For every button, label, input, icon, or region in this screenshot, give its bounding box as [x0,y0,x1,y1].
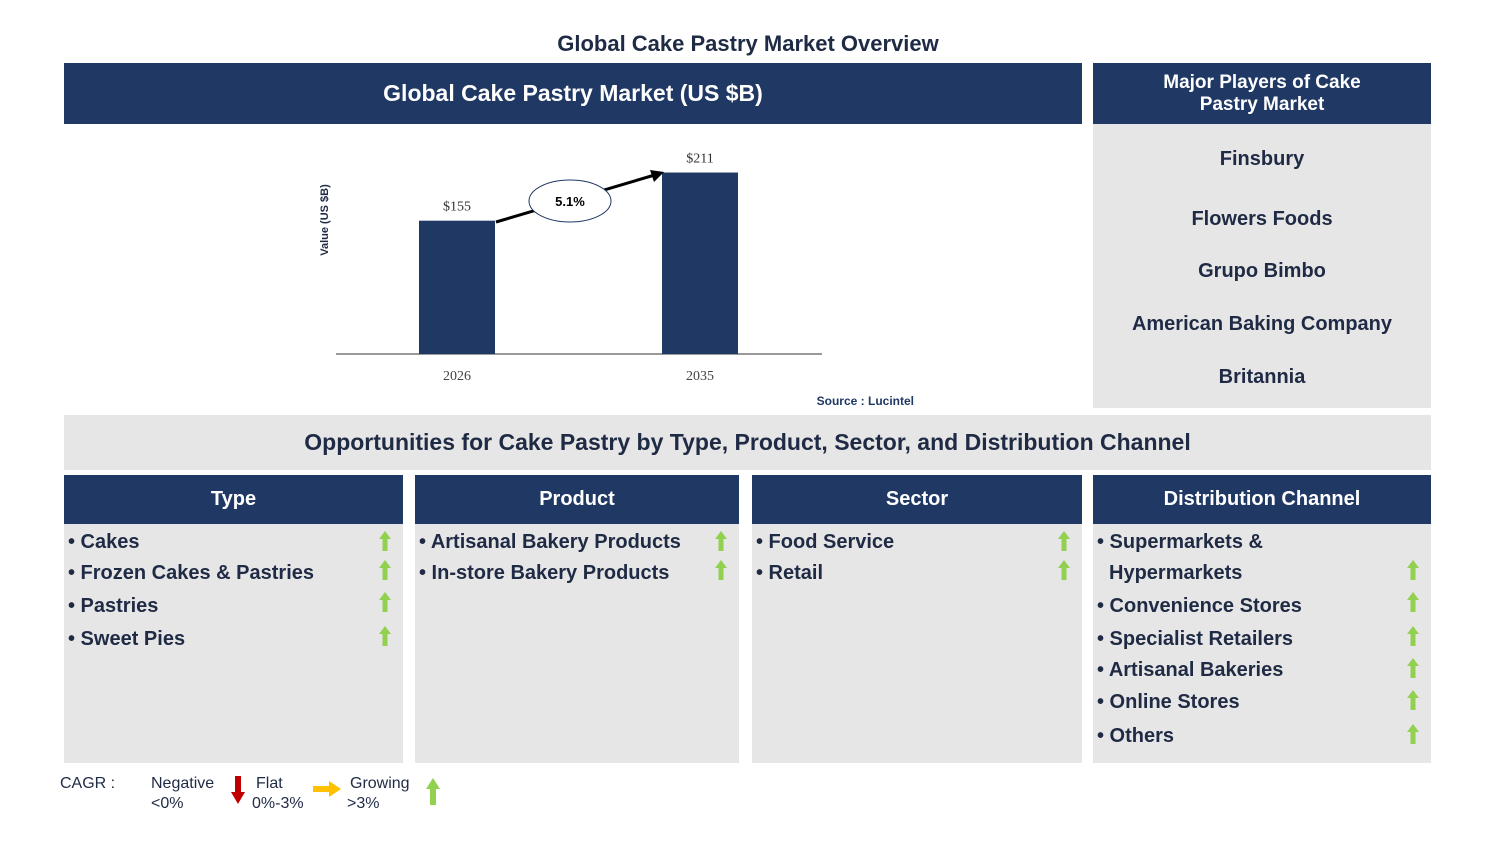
arrow-right-icon [313,781,341,797]
arrow-up-icon [1407,690,1419,710]
legend-negative: Negative [151,775,215,792]
list-item: • Artisanal Bakeries [1097,659,1284,681]
list-item: • Specialist Retailers [1097,628,1293,650]
list-item: • Pastries [68,595,159,617]
opportunities-title: Opportunities for Cake Pastry by Type, P… [64,415,1431,470]
page-title: Global Cake Pastry Market Overview [557,31,939,56]
source-label: Source : Lucintel [817,394,914,408]
player-item: Flowers Foods [1191,208,1333,230]
legend-negative-range: <0% [151,795,184,812]
player-item: American Baking Company [1131,313,1393,335]
list-item: • Online Stores [1097,691,1240,713]
arrow-up-icon [379,531,391,551]
cagr-arrowhead [650,170,664,182]
cagr-label: 5.1% [555,194,585,209]
arrow-up-icon [379,626,391,646]
data-label: $211 [686,152,713,167]
column-header-2: Sector [752,475,1082,524]
column-body-3 [1093,524,1431,763]
player-item: Finsbury [1219,148,1305,170]
list-item: Hypermarkets [1109,562,1243,584]
arrow-up-icon [379,560,391,580]
list-item: • Artisanal Bakery Products [419,531,681,553]
arrow-down-icon [231,776,245,804]
arrow-up-icon [1058,560,1070,580]
list-item: • Frozen Cakes & Pastries [68,562,314,584]
player-item: Grupo Bimbo [1198,260,1326,282]
legend-growing-range: >3% [347,795,380,812]
arrow-up-icon [379,592,391,612]
list-item: • Convenience Stores [1097,595,1302,617]
arrow-up-icon [1407,724,1419,744]
bar-chart: Value (US $B) $155 2026 $211 2035 5.1% Sour… [319,152,914,408]
arrow-up-icon [715,560,727,580]
arrow-up-icon [1407,560,1419,580]
column-header-0: Type [64,475,403,524]
column-body-2 [752,524,1082,763]
list-item: • Retail [756,562,824,584]
player-item: Britannia [1218,366,1306,388]
arrow-up-icon [1058,531,1070,551]
list-item: • Food Service [756,531,895,553]
y-axis-label: Value (US $B) [319,184,331,256]
arrow-up-icon [1407,626,1419,646]
arrow-up-icon [1407,658,1419,678]
list-item: • Sweet Pies [68,628,186,650]
list-item: • In-store Bakery Products [419,562,670,584]
chart-header: Global Cake Pastry Market (US $B) [64,63,1082,124]
players-header: Major Players of Cake Pastry Market [1093,63,1431,124]
arrow-up-icon [1407,592,1419,612]
arrow-up-icon [715,531,727,551]
legend-label: CAGR : [60,775,116,792]
cagr-bubble [528,179,612,223]
list-item: • Supermarkets & [1097,531,1263,553]
data-label: $155 [443,200,471,215]
column-body-0 [64,524,403,763]
bar-2026 [419,220,495,354]
column-header-3: Distribution Channel [1093,475,1431,524]
list-item: • Others [1097,725,1175,747]
bar-2035 [662,172,738,354]
list-item: • Cakes [68,531,140,553]
legend-flat: Flat [256,775,283,792]
players-list: Finsbury Flowers Foods Grupo Bimbo Ameri… [1093,124,1431,408]
column-body-1 [415,524,739,763]
column-header-1: Product [415,475,739,524]
x-tick-label: 2026 [443,369,471,384]
legend-flat-range: 0%-3% [252,795,304,812]
x-tick-label: 2035 [686,369,714,384]
legend-growing: Growing [350,775,410,792]
arrow-up-icon [426,778,440,805]
